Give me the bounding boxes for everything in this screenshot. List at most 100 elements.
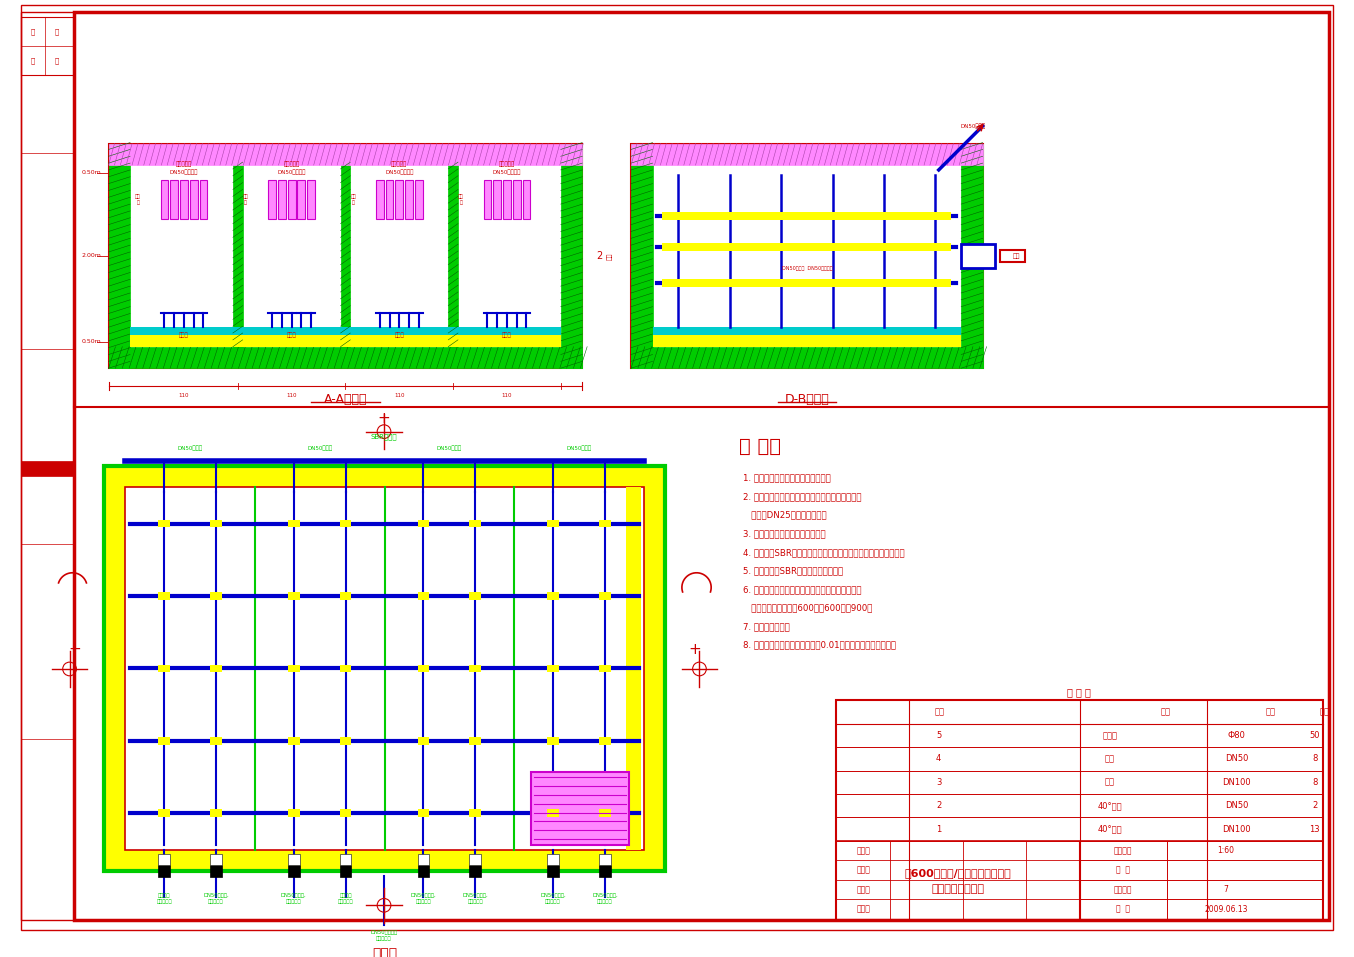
Bar bbox=[547, 592, 559, 600]
Bar bbox=[104, 850, 665, 871]
Bar bbox=[108, 346, 582, 368]
Text: 数量: 数量 bbox=[1320, 707, 1330, 717]
Bar bbox=[210, 664, 222, 673]
Text: DN100: DN100 bbox=[1223, 825, 1251, 834]
Text: 水厂完毕。: 水厂完毕。 bbox=[391, 162, 408, 167]
Text: A-A剖面图: A-A剖面图 bbox=[324, 393, 367, 406]
Text: 比: 比 bbox=[30, 57, 35, 64]
Text: 某600立方米/日牛奶废水处理厂
废水处理工程设计: 某600立方米/日牛奶废水处理厂 废水处理工程设计 bbox=[904, 868, 1011, 894]
Text: 说 明：: 说 明： bbox=[738, 437, 780, 456]
Bar bbox=[405, 180, 413, 219]
Bar bbox=[340, 664, 352, 673]
Bar bbox=[20, 461, 74, 476]
Text: 2: 2 bbox=[1312, 801, 1317, 811]
Text: 110: 110 bbox=[502, 393, 512, 398]
Bar bbox=[210, 737, 222, 745]
Text: +: + bbox=[68, 642, 81, 657]
Bar bbox=[307, 180, 315, 219]
Bar bbox=[417, 592, 429, 600]
Bar bbox=[288, 520, 299, 527]
Bar bbox=[470, 520, 481, 527]
Bar bbox=[340, 520, 352, 527]
Bar bbox=[161, 180, 168, 219]
Text: 110: 110 bbox=[179, 393, 190, 398]
Text: 50: 50 bbox=[1309, 731, 1320, 740]
Text: DN100: DN100 bbox=[1223, 778, 1251, 787]
Bar bbox=[417, 664, 429, 673]
Bar bbox=[130, 335, 561, 346]
Bar bbox=[341, 165, 351, 346]
Bar bbox=[233, 165, 242, 346]
Text: D-B剖面图: D-B剖面图 bbox=[784, 393, 829, 406]
Text: 阀阀: 阀阀 bbox=[1105, 754, 1114, 764]
Bar bbox=[504, 180, 510, 219]
Bar bbox=[547, 854, 559, 865]
Bar bbox=[104, 466, 125, 871]
Text: 8: 8 bbox=[1312, 754, 1317, 764]
Bar bbox=[662, 243, 952, 251]
Text: 图纸编号: 图纸编号 bbox=[1114, 885, 1132, 894]
Bar bbox=[298, 180, 305, 219]
Text: 图  名: 图 名 bbox=[1116, 866, 1131, 875]
Text: DN50出水管,
水厂完毕。: DN50出水管, 水厂完毕。 bbox=[592, 893, 617, 904]
Text: 1: 1 bbox=[936, 825, 941, 834]
Text: 例: 例 bbox=[54, 57, 60, 64]
Text: DN50: DN50 bbox=[1225, 754, 1248, 764]
Bar bbox=[662, 279, 952, 287]
Bar bbox=[171, 180, 179, 219]
Bar bbox=[417, 520, 429, 527]
Bar bbox=[631, 144, 653, 368]
Text: 审核者: 审核者 bbox=[857, 885, 871, 894]
Text: 审定者: 审定者 bbox=[857, 904, 871, 914]
Bar bbox=[125, 487, 643, 850]
Bar bbox=[108, 144, 582, 165]
Text: 2009.06.13: 2009.06.13 bbox=[1204, 904, 1247, 914]
Text: DN50出水管  DN50曝气干管: DN50出水管 DN50曝气干管 bbox=[781, 266, 833, 271]
Text: 滗水
器: 滗水 器 bbox=[135, 194, 141, 205]
Bar bbox=[158, 664, 171, 673]
Bar bbox=[288, 854, 299, 865]
Bar bbox=[395, 180, 403, 219]
Text: 图纸比例: 图纸比例 bbox=[1114, 846, 1132, 856]
Bar bbox=[513, 180, 521, 219]
Text: SBR曝气管: SBR曝气管 bbox=[371, 434, 397, 440]
Text: 曝气头: 曝气头 bbox=[502, 332, 512, 338]
Text: DN50出水管: DN50出水管 bbox=[960, 123, 986, 129]
Bar bbox=[20, 11, 74, 920]
Text: 7: 7 bbox=[1224, 885, 1228, 894]
Text: 图: 图 bbox=[30, 28, 35, 34]
Text: 110: 110 bbox=[394, 393, 405, 398]
Bar bbox=[340, 865, 352, 877]
Bar bbox=[1001, 250, 1025, 261]
Bar bbox=[470, 737, 481, 745]
Text: DN50出水管,
水厂完毕。: DN50出水管, 水厂完毕。 bbox=[463, 893, 487, 904]
Bar bbox=[837, 841, 1323, 920]
Bar bbox=[547, 810, 559, 817]
Bar bbox=[158, 810, 171, 817]
Bar bbox=[631, 144, 983, 165]
Bar bbox=[104, 466, 665, 871]
Bar bbox=[288, 592, 299, 600]
Text: 水厂完毕。: 水厂完毕。 bbox=[498, 162, 515, 167]
Text: +: + bbox=[378, 412, 390, 427]
Text: DN50出水管，: DN50出水管， bbox=[385, 169, 413, 175]
Text: DN50出水管,
水厂完毕。: DN50出水管, 水厂完毕。 bbox=[280, 893, 306, 904]
Text: 滗水
器: 滗水 器 bbox=[242, 194, 249, 205]
Bar bbox=[340, 592, 352, 600]
Text: 1:60: 1:60 bbox=[1217, 846, 1235, 856]
Bar bbox=[470, 854, 481, 865]
Text: 2. 碳钢技术，扣件，碳钢护板及支撑的搜拾与套条: 2. 碳钢技术，扣件，碳钢护板及支撑的搜拾与套条 bbox=[743, 492, 862, 501]
Bar bbox=[190, 180, 198, 219]
Bar bbox=[108, 144, 130, 368]
Text: 序号: 序号 bbox=[934, 707, 945, 717]
Text: 0.50m: 0.50m bbox=[81, 170, 102, 175]
Bar bbox=[653, 335, 961, 346]
Text: 40°弯头: 40°弯头 bbox=[1097, 801, 1122, 811]
Bar bbox=[288, 664, 299, 673]
Text: DN50排水管，
水厂完毕。: DN50排水管， 水厂完毕。 bbox=[371, 929, 398, 941]
Text: 1. 图中断面以米记，尺寸以毫米记。: 1. 图中断面以米记，尺寸以毫米记。 bbox=[743, 474, 831, 482]
Bar bbox=[598, 737, 611, 745]
Text: 13: 13 bbox=[1309, 825, 1320, 834]
Bar bbox=[417, 810, 429, 817]
Bar bbox=[288, 865, 299, 877]
